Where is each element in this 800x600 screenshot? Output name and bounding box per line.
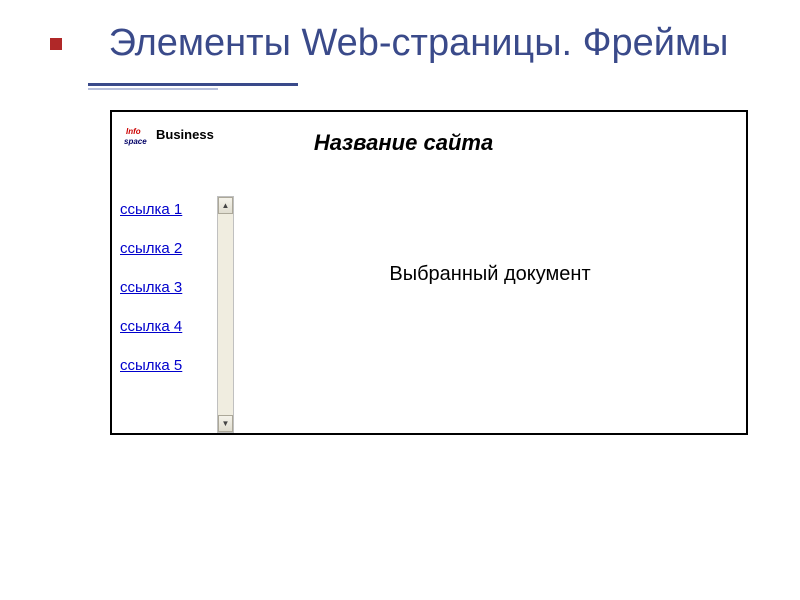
title-underline [88,83,750,90]
sidebar-link[interactable]: ссылка 4 [120,318,217,335]
sidebar-link[interactable]: ссылка 5 [120,357,217,374]
top-frame: Info space Business Название сайта [112,112,746,196]
slide-title: Элементы Web-страницы. Фреймы [87,20,750,68]
content-text: Выбранный документ [389,263,590,286]
title-bullet-icon [50,38,62,50]
site-title: Название сайта [314,130,493,156]
svg-text:Info: Info [126,127,141,136]
content-frame: Выбранный документ [234,196,746,433]
underline-primary [88,83,298,86]
site-logo: Info space Business [124,124,214,146]
logo-icon: Info space [124,124,152,146]
sidebar-link[interactable]: ссылка 2 [120,240,217,257]
frame-example-box: Info space Business Название сайта ссылк… [110,110,748,435]
underline-secondary [88,88,218,90]
sidebar-link[interactable]: ссылка 1 [120,201,217,218]
scroll-track[interactable] [218,214,233,415]
bottom-frames: ссылка 1 ссылка 2 ссылка 3 ссылка 4 ссыл… [112,196,746,433]
sidebar-scrollbar[interactable]: ▲ ▼ [217,196,234,433]
scroll-down-icon[interactable]: ▼ [218,415,233,432]
sidebar-frame: ссылка 1 ссылка 2 ссылка 3 ссылка 4 ссыл… [112,196,217,433]
logo-text: Business [156,127,214,142]
scroll-up-icon[interactable]: ▲ [218,197,233,214]
svg-text:space: space [124,137,147,146]
slide-container: Элементы Web-страницы. Фреймы Info space… [0,0,800,600]
sidebar-link[interactable]: ссылка 3 [120,279,217,296]
title-row: Элементы Web-страницы. Фреймы [50,20,750,68]
